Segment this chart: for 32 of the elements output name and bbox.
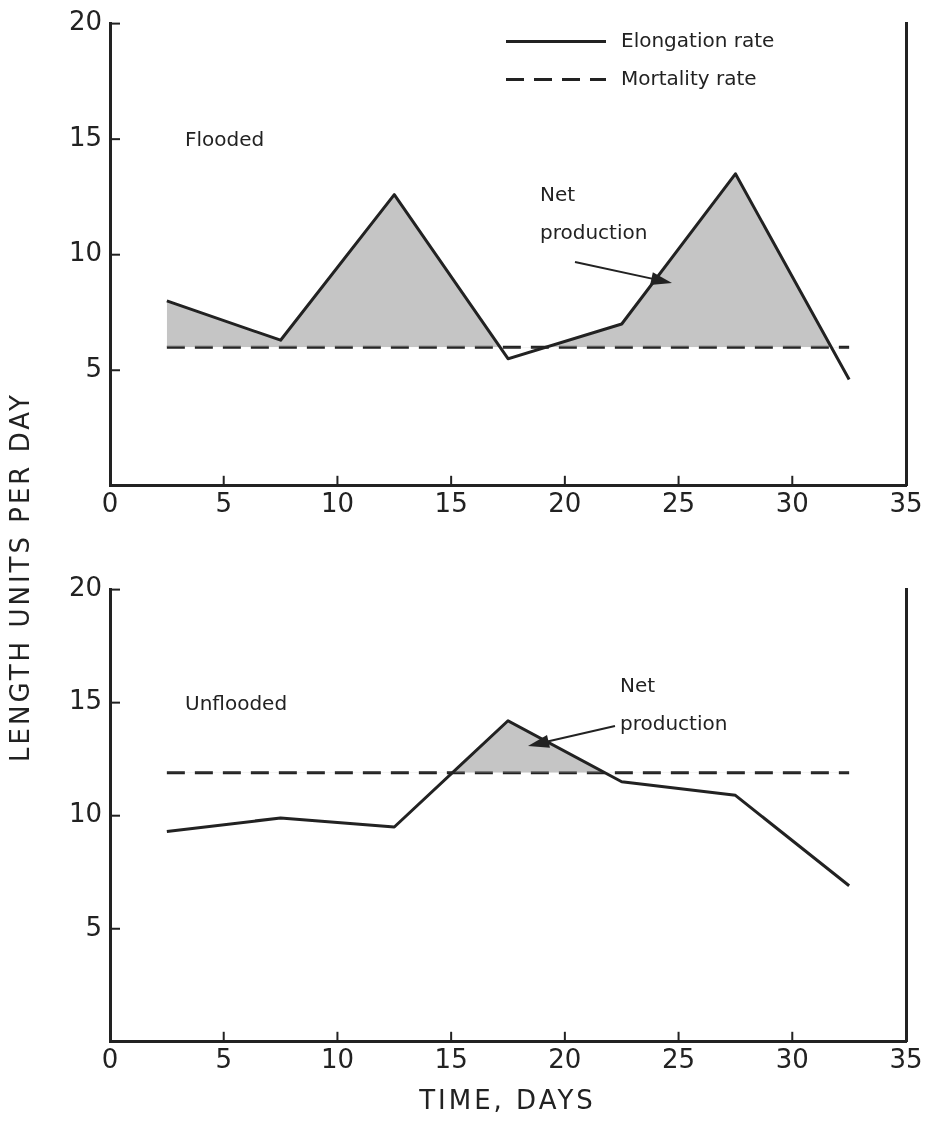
y-tick-label: 20 xyxy=(68,6,102,37)
x-tick-label: 20 xyxy=(548,488,582,519)
x-tick-label: 20 xyxy=(548,1044,582,1075)
x-tick-label: 15 xyxy=(434,1044,468,1075)
x-tick-label: 5 xyxy=(215,488,232,519)
y-tick-label: 5 xyxy=(85,911,102,942)
y-tick-label: 20 xyxy=(68,572,102,603)
y-tick-label: 10 xyxy=(68,798,102,829)
x-tick-label: 25 xyxy=(662,488,696,519)
legend-label: Elongation rate xyxy=(621,27,775,52)
x-tick-label: 35 xyxy=(889,488,923,519)
x-tick-label: 25 xyxy=(662,1044,696,1075)
x-tick-label: 15 xyxy=(434,488,468,519)
x-tick-label: 10 xyxy=(320,1044,354,1075)
annotation: Unflooded xyxy=(185,689,288,717)
x-tick-label: 30 xyxy=(775,1044,809,1075)
x-tick-label: 0 xyxy=(101,488,119,519)
y-tick-label: 10 xyxy=(68,237,102,268)
x-tick-label: 10 xyxy=(320,488,354,519)
x-axis-title: TIME, DAYS xyxy=(418,1085,597,1115)
x-tick-label: 0 xyxy=(101,1044,119,1075)
y-axis-title: LENGTH UNITS PER DAY xyxy=(4,391,36,764)
y-tick-label: 5 xyxy=(85,353,102,383)
annotation: Net production xyxy=(620,672,728,737)
x-tick-label: 35 xyxy=(889,1044,923,1075)
y-tick-label: 15 xyxy=(68,121,102,152)
annotation: Flooded xyxy=(185,126,265,154)
x-tick-label: 30 xyxy=(775,488,809,519)
x-tick-label: 5 xyxy=(215,1044,232,1075)
annotation: Net production xyxy=(540,181,648,246)
y-tick-label: 15 xyxy=(68,685,102,716)
legend-label: Mortality rate xyxy=(621,65,757,90)
